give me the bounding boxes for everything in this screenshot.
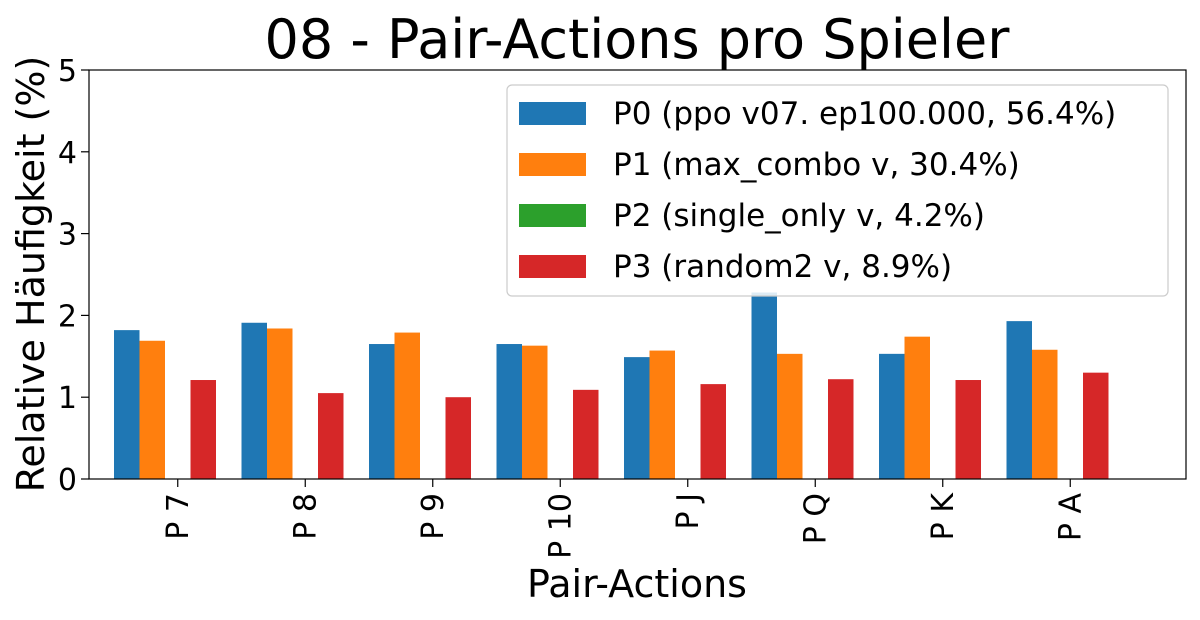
bar — [318, 393, 344, 479]
bar — [649, 350, 675, 479]
y-tick-label: 2 — [58, 299, 77, 334]
bar — [955, 380, 981, 479]
bar — [1006, 321, 1032, 479]
bar — [369, 344, 395, 479]
legend-swatch — [519, 102, 586, 125]
x-tick-label: P 9 — [416, 493, 451, 540]
legend-swatch — [519, 204, 586, 227]
x-tick-label: P Q — [798, 493, 833, 544]
y-tick-label: 3 — [58, 218, 77, 253]
bar — [445, 397, 471, 479]
bar — [624, 357, 650, 479]
x-tick-label: P 7 — [161, 493, 196, 540]
bar — [114, 330, 140, 479]
legend-label: P0 (ppo v07. ep100.000, 56.4%) — [613, 96, 1116, 132]
legend-label: P2 (single_only v, 4.2%) — [613, 198, 985, 234]
x-tick-label: P J — [671, 493, 706, 529]
bar — [1032, 349, 1058, 479]
bar — [573, 389, 599, 479]
y-tick-label: 5 — [58, 54, 77, 89]
y-tick-label: 4 — [58, 136, 77, 171]
bar — [496, 344, 522, 479]
chart-title: 08 - Pair-Actions pro Spieler — [265, 8, 1011, 71]
legend-swatch — [519, 153, 586, 176]
y-tick-label: 0 — [58, 463, 77, 498]
x-tick-label: P A — [1053, 493, 1088, 542]
plot-frame — [88, 69, 1187, 480]
x-tick-label: P 10 — [543, 493, 578, 559]
bar — [904, 336, 930, 479]
x-tick-label: P 8 — [288, 493, 323, 540]
bars-group — [114, 292, 1109, 479]
bar — [1083, 372, 1109, 479]
legend-label: P3 (random2 v, 8.9%) — [613, 249, 952, 285]
legend-frame — [506, 84, 1169, 297]
legend: P0 (ppo v07. ep100.000, 56.4%) P1 (max_co… — [506, 84, 1169, 297]
bar — [700, 384, 726, 479]
bar — [879, 353, 905, 479]
y-tick-label: 1 — [58, 381, 77, 416]
bar — [522, 345, 548, 479]
bar — [751, 292, 777, 479]
bar — [828, 379, 854, 479]
y-axis: 0 1 2 3 4 5 — [58, 54, 89, 498]
bar — [777, 353, 803, 479]
bar — [190, 380, 216, 479]
bar — [139, 340, 165, 479]
bar — [267, 328, 293, 479]
y-axis-label: Relative Häufigkeit (%) — [9, 56, 53, 493]
x-axis: P 7 P 8 P 9 P 10 P J P Q P K P A — [161, 479, 1088, 559]
x-tick-label: P K — [926, 492, 961, 541]
bar — [394, 332, 420, 479]
legend-label: P1 (max_combo v, 30.4%) — [613, 147, 1020, 183]
bar — [241, 322, 267, 479]
legend-swatch — [519, 255, 586, 278]
x-axis-label: Pair-Actions — [527, 562, 747, 606]
